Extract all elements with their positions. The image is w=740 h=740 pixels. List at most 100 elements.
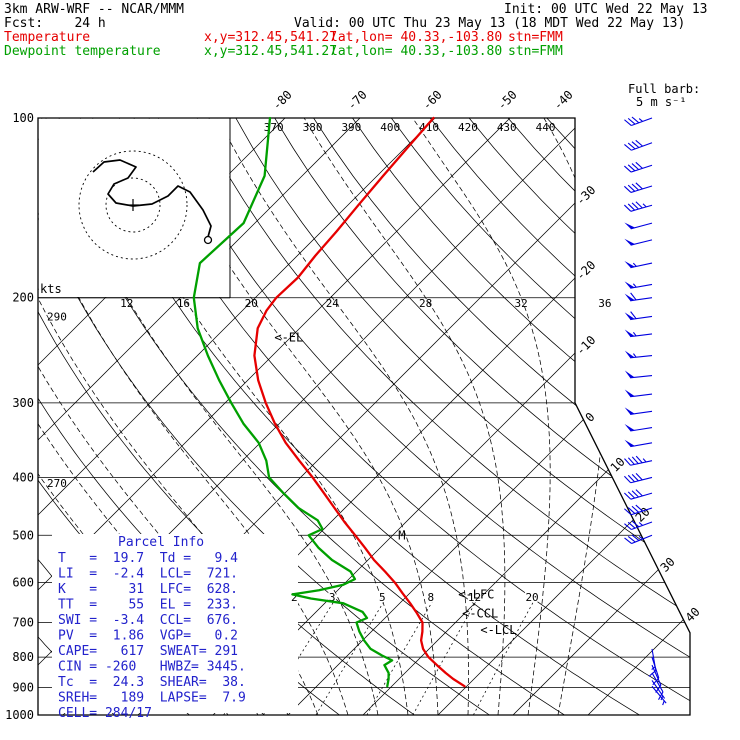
wind-barb-feather [627,142,636,150]
level-annotation: <-LCL [480,623,516,637]
wind-barb-feather [631,141,640,148]
wind-barb-feather [624,185,632,193]
dewpoint-latlon: lat,lon= 40.33,-103.80 [330,44,503,59]
wind-barb-half-feather [632,283,637,288]
wind-barb-staff [630,315,653,321]
wind-barb-feather [631,505,640,513]
isotherm-line [437,118,690,715]
isotherm-line [512,118,690,715]
wind-barb-feather [635,161,643,169]
dry-adiabat-line [507,118,690,715]
wind-barb-staff [651,656,660,679]
wind-barb-feather [624,508,632,516]
level-annotation: <-CCL [462,606,498,620]
isotherm-line [212,118,690,715]
pressure-tick-label: 400 [12,470,34,484]
wind-barb-staff [630,185,653,193]
wind-barb-half-feather [632,262,637,267]
isotherm-label: 20 [633,505,653,525]
valid-time: Valid: 00 UTC Thu 23 May 13 (18 MDT Wed … [294,16,686,31]
parcel-info-line: CIN = -260 HWBZ= 3445. [58,660,246,675]
moist-adiabat-line [412,118,551,715]
level-annotation: M [398,528,405,542]
isotherm-line [38,118,436,715]
isotherm-line [587,118,690,715]
wind-barb-staff [630,333,653,338]
moist-adiabat-label: 36 [598,297,611,310]
hodograph-ring [78,150,188,260]
temperature-curve [253,116,466,688]
wind-barb-feather [630,292,637,301]
theta-label: 370 [264,121,284,134]
wind-barb-feather [627,184,636,192]
wind-barb-half-feather [632,331,637,337]
dry-adiabat-line [196,118,690,715]
theta-label: 410 [419,121,439,134]
wind-barb-staff [630,442,653,448]
wind-barb-feather [635,455,643,464]
dewpoint-xy: x,y=312.45,541.27 [204,44,338,59]
wind-barb-flag [624,260,635,268]
hodograph-trace [92,159,212,238]
wind-barb-feather [635,472,643,481]
wind-barb-feather [624,537,632,544]
isotherm-label: -50 [495,88,520,113]
wind-barb-feather [635,504,643,512]
dry-adiabat-line [274,118,690,715]
wind-barb-flag [624,424,635,431]
dry-adiabat-line [118,118,690,715]
wind-barb-staff [630,239,653,246]
theta-label: 380 [303,121,323,134]
moist-adiabat-label: 24 [326,297,340,310]
wind-barb-staff [630,492,653,500]
pressure-tick-label: 600 [12,576,34,590]
pressure-tick-label: 1000 [5,708,34,722]
wind-barb-half-feather [638,522,643,526]
wind-barb-feather [627,117,636,125]
wind-barb-feather [624,458,631,466]
wind-barb-flag [624,312,635,320]
wind-barb-feather [624,475,632,484]
moist-adiabat-line [303,118,506,715]
parcel-info-line: LI = -2.4 LCL= 721. [58,567,238,582]
wind-barb-flag [624,281,635,289]
parcel-info-line: SREH= 189 LAPSE= 7.9 [58,691,246,706]
wind-barb-feather [627,457,635,465]
init-time: Init: 00 UTC Wed 22 May 13 [504,2,708,17]
parcel-info-panel-bg [52,534,298,713]
theta-label: 440 [536,121,556,134]
wind-barb-feather [631,202,639,210]
hodograph-end-marker [203,235,213,245]
wind-barb-staff [630,410,653,415]
wind-barb-staff [630,283,653,289]
dry-adiabat-line [390,118,690,715]
moist-adiabat-label: 16 [177,297,190,310]
wind-barb-feather [630,311,637,320]
isotherm-label: 40 [683,605,703,625]
wind-barb-staff [630,204,653,212]
temperature-latlon: lat,lon= 40.33,-103.80 [330,30,503,45]
pressure-tick-label: 300 [12,396,34,410]
wind-barb-flag [624,238,636,246]
parcel-info-title: Parcel Info [118,535,204,550]
wind-barb-flag [624,222,636,229]
wind-barbs [623,116,667,706]
level-annotation: <-EL [274,330,303,344]
wind-barb-half-feather [662,700,665,706]
wind-barb-feather [631,490,639,498]
plot-boundary [37,117,691,716]
pressure-tick-label: 700 [12,616,34,630]
barb-legend-title: Full barb: [628,82,701,96]
wind-barb-feather [635,489,643,497]
pressure-tick-label: 100 [12,111,34,125]
theta-label: 420 [458,121,478,134]
wind-barb-feather [627,536,636,543]
wind-barb-flag [624,407,635,415]
model-title: 3km ARW-WRF -- NCAR/MMM [4,2,185,17]
hodograph-panel-bg [38,118,230,297]
moist-adiabat-line [148,118,439,715]
moist-adiabat-label: 32 [515,297,528,310]
wind-barb-feather [623,492,632,500]
wind-barb-flag [624,350,635,358]
